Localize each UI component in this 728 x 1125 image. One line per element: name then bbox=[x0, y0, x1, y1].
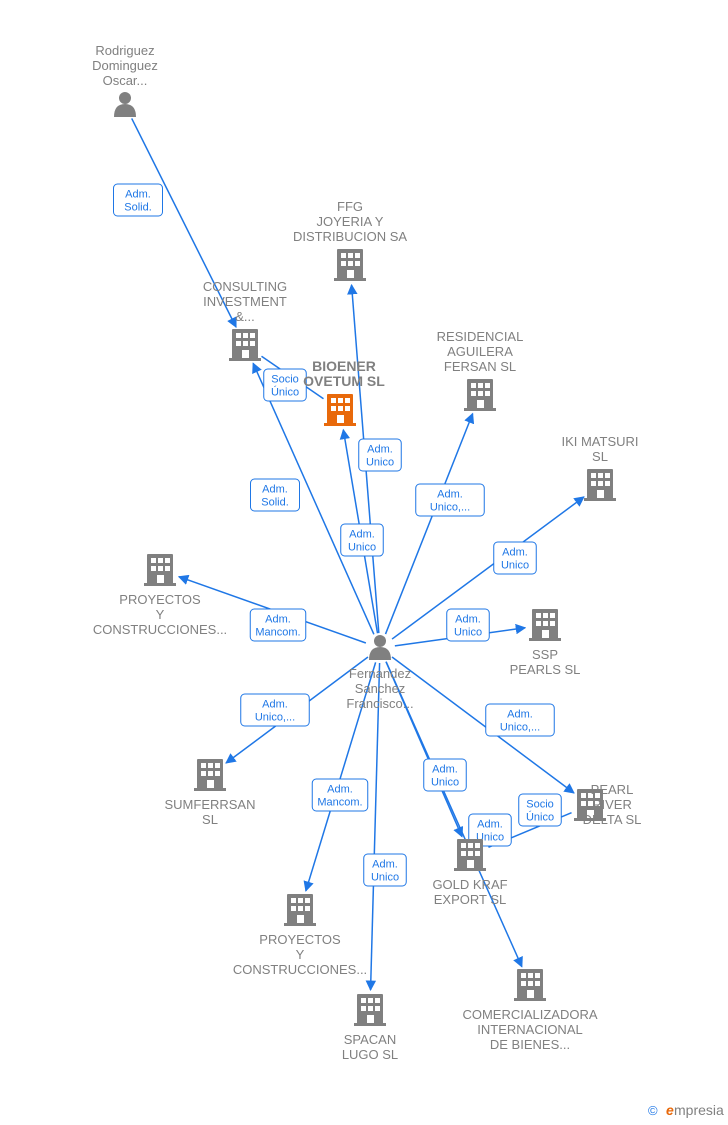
edge-label-text: Adm.Unico bbox=[431, 764, 459, 789]
edge-label: SocioÚnico bbox=[264, 369, 307, 401]
edge-label-text: Adm.Unico bbox=[366, 444, 394, 469]
building-icon bbox=[194, 759, 226, 791]
building-icon bbox=[284, 894, 316, 926]
company-node-residencial[interactable] bbox=[464, 379, 496, 411]
edge-label: Adm.Mancom. bbox=[312, 779, 368, 811]
node-label: FFGJOYERIA YDISTRIBUCION SA bbox=[293, 199, 407, 244]
edge-label: Adm.Unico,... bbox=[241, 694, 310, 726]
edge-label: Adm.Unico,... bbox=[486, 704, 555, 736]
node-label: CONSULTINGINVESTMENT&... bbox=[203, 279, 287, 324]
copyright-symbol: © bbox=[648, 1103, 658, 1118]
building-icon bbox=[144, 554, 176, 586]
company-node-consulting[interactable] bbox=[229, 329, 261, 361]
person-icon bbox=[114, 92, 136, 117]
company-node-comerc[interactable] bbox=[514, 969, 546, 1001]
building-icon bbox=[334, 249, 366, 281]
company-node-spacan[interactable] bbox=[354, 994, 386, 1026]
node-label: PEARLRIVERDELTA SL bbox=[583, 782, 642, 827]
building-icon bbox=[324, 394, 356, 426]
building-icon bbox=[514, 969, 546, 1001]
edge-fernandez-spacan bbox=[371, 663, 380, 990]
node-label: PROYECTOSYCONSTRUCCIONES... bbox=[233, 932, 367, 977]
node-label: SPACANLUGO SL bbox=[342, 1032, 398, 1062]
building-icon bbox=[464, 379, 496, 411]
edge-label: Adm.Unico,... bbox=[416, 484, 485, 516]
edge-label: Adm.Unico bbox=[359, 439, 402, 471]
edge-label-text: SocioÚnico bbox=[271, 374, 299, 399]
edge-label-text: Adm.Solid. bbox=[261, 484, 289, 509]
company-node-ssp[interactable] bbox=[529, 609, 561, 641]
brand-logo-text: mpresia bbox=[674, 1102, 724, 1118]
edge-label-text: Adm.Solid. bbox=[124, 189, 152, 214]
edge-label: Adm.Unico bbox=[424, 759, 467, 791]
brand-logo-e: e bbox=[666, 1102, 674, 1118]
edge-label-text: Adm.Unico bbox=[501, 547, 529, 572]
node-label: FernandezSanchezFrancisco... bbox=[346, 666, 413, 711]
company-node-iki[interactable] bbox=[584, 469, 616, 501]
edge-label: Adm.Solid. bbox=[114, 184, 163, 216]
node-label: IKI MATSURISL bbox=[561, 434, 638, 464]
node-label: SUMFERRSANSL bbox=[164, 797, 255, 827]
company-node-bioener[interactable] bbox=[324, 394, 356, 426]
node-label: RESIDENCIALAGUILERAFERSAN SL bbox=[437, 329, 524, 374]
company-node-proyectos1[interactable] bbox=[144, 554, 176, 586]
building-icon bbox=[529, 609, 561, 641]
person-node-fernandez[interactable] bbox=[369, 635, 391, 660]
company-node-sumferrsan[interactable] bbox=[194, 759, 226, 791]
node-label: BIOENEROVETUM SL bbox=[303, 358, 385, 389]
company-node-goldkraf[interactable] bbox=[454, 839, 486, 871]
building-icon bbox=[354, 994, 386, 1026]
node-label: COMERCIALIZADORAINTERNACIONALDE BIENES..… bbox=[462, 1007, 597, 1052]
node-label: GOLD KRAFEXPORT SL bbox=[432, 877, 507, 907]
edge-label: Adm.Unico bbox=[341, 524, 384, 556]
watermark: © e mpresia bbox=[648, 1102, 724, 1118]
person-icon bbox=[369, 635, 391, 660]
building-icon bbox=[454, 839, 486, 871]
node-label: SSPPEARLS SL bbox=[510, 647, 581, 677]
edge-label: Adm.Unico bbox=[364, 854, 407, 886]
edge-label: SocioÚnico bbox=[519, 794, 562, 826]
network-diagram: Adm.Solid. SocioÚnico Adm.Solid. Adm.Unico A… bbox=[0, 0, 728, 1125]
building-icon bbox=[584, 469, 616, 501]
edge-label: Adm.Solid. bbox=[251, 479, 300, 511]
person-node-rodriguez[interactable] bbox=[114, 92, 136, 117]
edge-label: Adm.Mancom. bbox=[250, 609, 306, 641]
edge-label-text: Adm.Unico bbox=[371, 859, 399, 884]
company-node-proyectos2[interactable] bbox=[284, 894, 316, 926]
edge-label: Adm.Unico bbox=[494, 542, 537, 574]
node-label: PROYECTOSYCONSTRUCCIONES... bbox=[93, 592, 227, 637]
node-label: RodriguezDominguezOscar... bbox=[92, 43, 158, 88]
edge-label-text: Adm.Unico bbox=[348, 529, 376, 554]
company-node-ffg[interactable] bbox=[334, 249, 366, 281]
edge-label: Adm.Unico bbox=[447, 609, 490, 641]
building-icon bbox=[229, 329, 261, 361]
edge-label-text: SocioÚnico bbox=[526, 799, 554, 824]
edge-label-text: Adm.Unico bbox=[454, 614, 482, 639]
